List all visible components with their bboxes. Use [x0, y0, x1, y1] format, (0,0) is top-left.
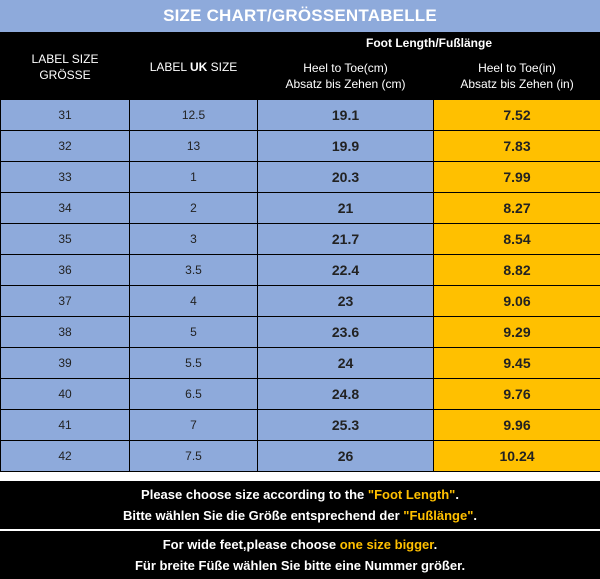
table-row: 39 5.5 24 9.45 [0, 347, 600, 379]
cell-uk-size: 5.5 [129, 347, 258, 379]
note-highlight-one-size-bigger: one size bigger [339, 537, 434, 552]
cell-foot-length-in: 9.45 [432, 347, 600, 379]
cell-uk-size: 6.5 [129, 378, 258, 410]
cell-uk-size: 7 [129, 409, 258, 441]
header-label-size-line2: GRÖSSE [39, 67, 91, 82]
chart-title: SIZE CHART/GRÖSSENTABELLE [0, 0, 600, 33]
cell-foot-length-cm: 24 [257, 347, 434, 379]
cell-label-size: 42 [0, 440, 130, 472]
cell-foot-length-cm: 22.4 [257, 254, 434, 286]
cell-label-size: 38 [0, 316, 130, 348]
header-label-size: LABEL SIZE GRÖSSE [0, 33, 130, 100]
header-foot-length: Foot Length/Fußlänge [256, 33, 600, 53]
size-table: LABEL SIZE GRÖSSE LABEL UK SIZE Foot Len… [0, 33, 600, 472]
cell-foot-length-cm: 19.9 [257, 130, 434, 162]
note-text: For wide feet,please choose [162, 537, 340, 552]
note-text: . [433, 537, 438, 552]
cell-foot-length-in: 7.99 [432, 161, 600, 193]
cell-foot-length-in: 9.29 [432, 316, 600, 348]
cell-uk-size: 2 [129, 192, 258, 224]
table-row: 33 1 20.3 7.99 [0, 161, 600, 193]
header-heel-to-toe-in: Heel to Toe(in) Absatz bis Zehen (in) [432, 52, 600, 100]
table-row: 36 3.5 22.4 8.82 [0, 254, 600, 286]
note-highlight-foot-length: "Foot Length" [367, 487, 456, 502]
header-uk-size: LABEL UK SIZE [129, 33, 258, 100]
cell-uk-size: 1 [129, 161, 258, 193]
header-in-line2: Absatz bis Zehen (in) [460, 77, 574, 91]
table-row: 38 5 23.6 9.29 [0, 316, 600, 348]
cell-label-size: 36 [0, 254, 130, 286]
cell-label-size: 34 [0, 192, 130, 224]
cell-label-size: 39 [0, 347, 130, 379]
note-text: . [455, 487, 459, 502]
cell-foot-length-cm: 23.6 [257, 316, 434, 348]
table-row: 32 13 19.9 7.83 [0, 130, 600, 162]
cell-foot-length-in: 7.52 [432, 99, 600, 131]
header-in-line1: Heel to Toe(in) [478, 61, 556, 75]
wide-feet-note: For wide feet,please choose one size big… [0, 531, 600, 579]
header-cm-line2: Absatz bis Zehen (cm) [285, 77, 406, 91]
note-text: . [473, 508, 478, 523]
cell-foot-length-cm: 21.7 [257, 223, 434, 255]
cell-uk-size: 12.5 [129, 99, 258, 131]
cell-label-size: 33 [0, 161, 130, 193]
cell-uk-size: 7.5 [129, 440, 258, 472]
header-heel-to-toe-cm: Heel to Toe(cm) Absatz bis Zehen (cm) [257, 52, 434, 100]
cell-foot-length-in: 8.27 [432, 192, 600, 224]
cell-foot-length-cm: 20.3 [257, 161, 434, 193]
note-text: Please choose size according to the [141, 487, 368, 502]
cell-uk-size: 4 [129, 285, 258, 317]
cell-label-size: 35 [0, 223, 130, 255]
table-row: 31 12.5 19.1 7.52 [0, 99, 600, 131]
cell-foot-length-in: 10.24 [432, 440, 600, 472]
cell-foot-length-cm: 25.3 [257, 409, 434, 441]
note-line-english: Please choose size according to the "Foo… [0, 484, 600, 505]
header-label-size-line1: LABEL SIZE [31, 51, 99, 66]
cell-label-size: 37 [0, 285, 130, 317]
header-uk-suffix: SIZE [207, 59, 238, 74]
cell-foot-length-in: 7.83 [432, 130, 600, 162]
cell-foot-length-cm: 26 [257, 440, 434, 472]
table-row: 40 6.5 24.8 9.76 [0, 378, 600, 410]
foot-length-note: Please choose size according to the "Foo… [0, 481, 600, 531]
table-row: 35 3 21.7 8.54 [0, 223, 600, 255]
cell-label-size: 31 [0, 99, 130, 131]
cell-uk-size: 5 [129, 316, 258, 348]
cell-foot-length-in: 9.96 [432, 409, 600, 441]
note-highlight-fusslaenge: "Fußlänge" [403, 508, 474, 523]
cell-label-size: 32 [0, 130, 130, 162]
cell-foot-length-in: 8.54 [432, 223, 600, 255]
header-cm-line1: Heel to Toe(cm) [303, 61, 388, 75]
cell-foot-length-cm: 19.1 [257, 99, 434, 131]
header-uk-prefix: LABEL [149, 59, 190, 74]
cell-foot-length-in: 9.06 [432, 285, 600, 317]
cell-foot-length-cm: 23 [257, 285, 434, 317]
cell-foot-length-cm: 21 [257, 192, 434, 224]
cell-uk-size: 3 [129, 223, 258, 255]
wide-feet-line-german: Für breite Füße wählen Sie bitte eine Nu… [134, 558, 466, 573]
table-row: 37 4 23 9.06 [0, 285, 600, 317]
cell-foot-length-in: 9.76 [432, 378, 600, 410]
cell-foot-length-in: 8.82 [432, 254, 600, 286]
cell-uk-size: 13 [129, 130, 258, 162]
table-row: 41 7 25.3 9.96 [0, 409, 600, 441]
cell-label-size: 41 [0, 409, 130, 441]
wide-feet-line-english: For wide feet,please choose one size big… [0, 534, 600, 555]
header-uk-bold: UK [189, 59, 208, 74]
note-text: Bitte wählen Sie die Größe entsprechend … [122, 508, 404, 523]
cell-label-size: 40 [0, 378, 130, 410]
cell-foot-length-cm: 24.8 [257, 378, 434, 410]
table-row: 42 7.5 26 10.24 [0, 440, 600, 472]
table-row: 34 2 21 8.27 [0, 192, 600, 224]
cell-uk-size: 3.5 [129, 254, 258, 286]
note-line-german: Bitte wählen Sie die Größe entsprechend … [0, 505, 600, 526]
